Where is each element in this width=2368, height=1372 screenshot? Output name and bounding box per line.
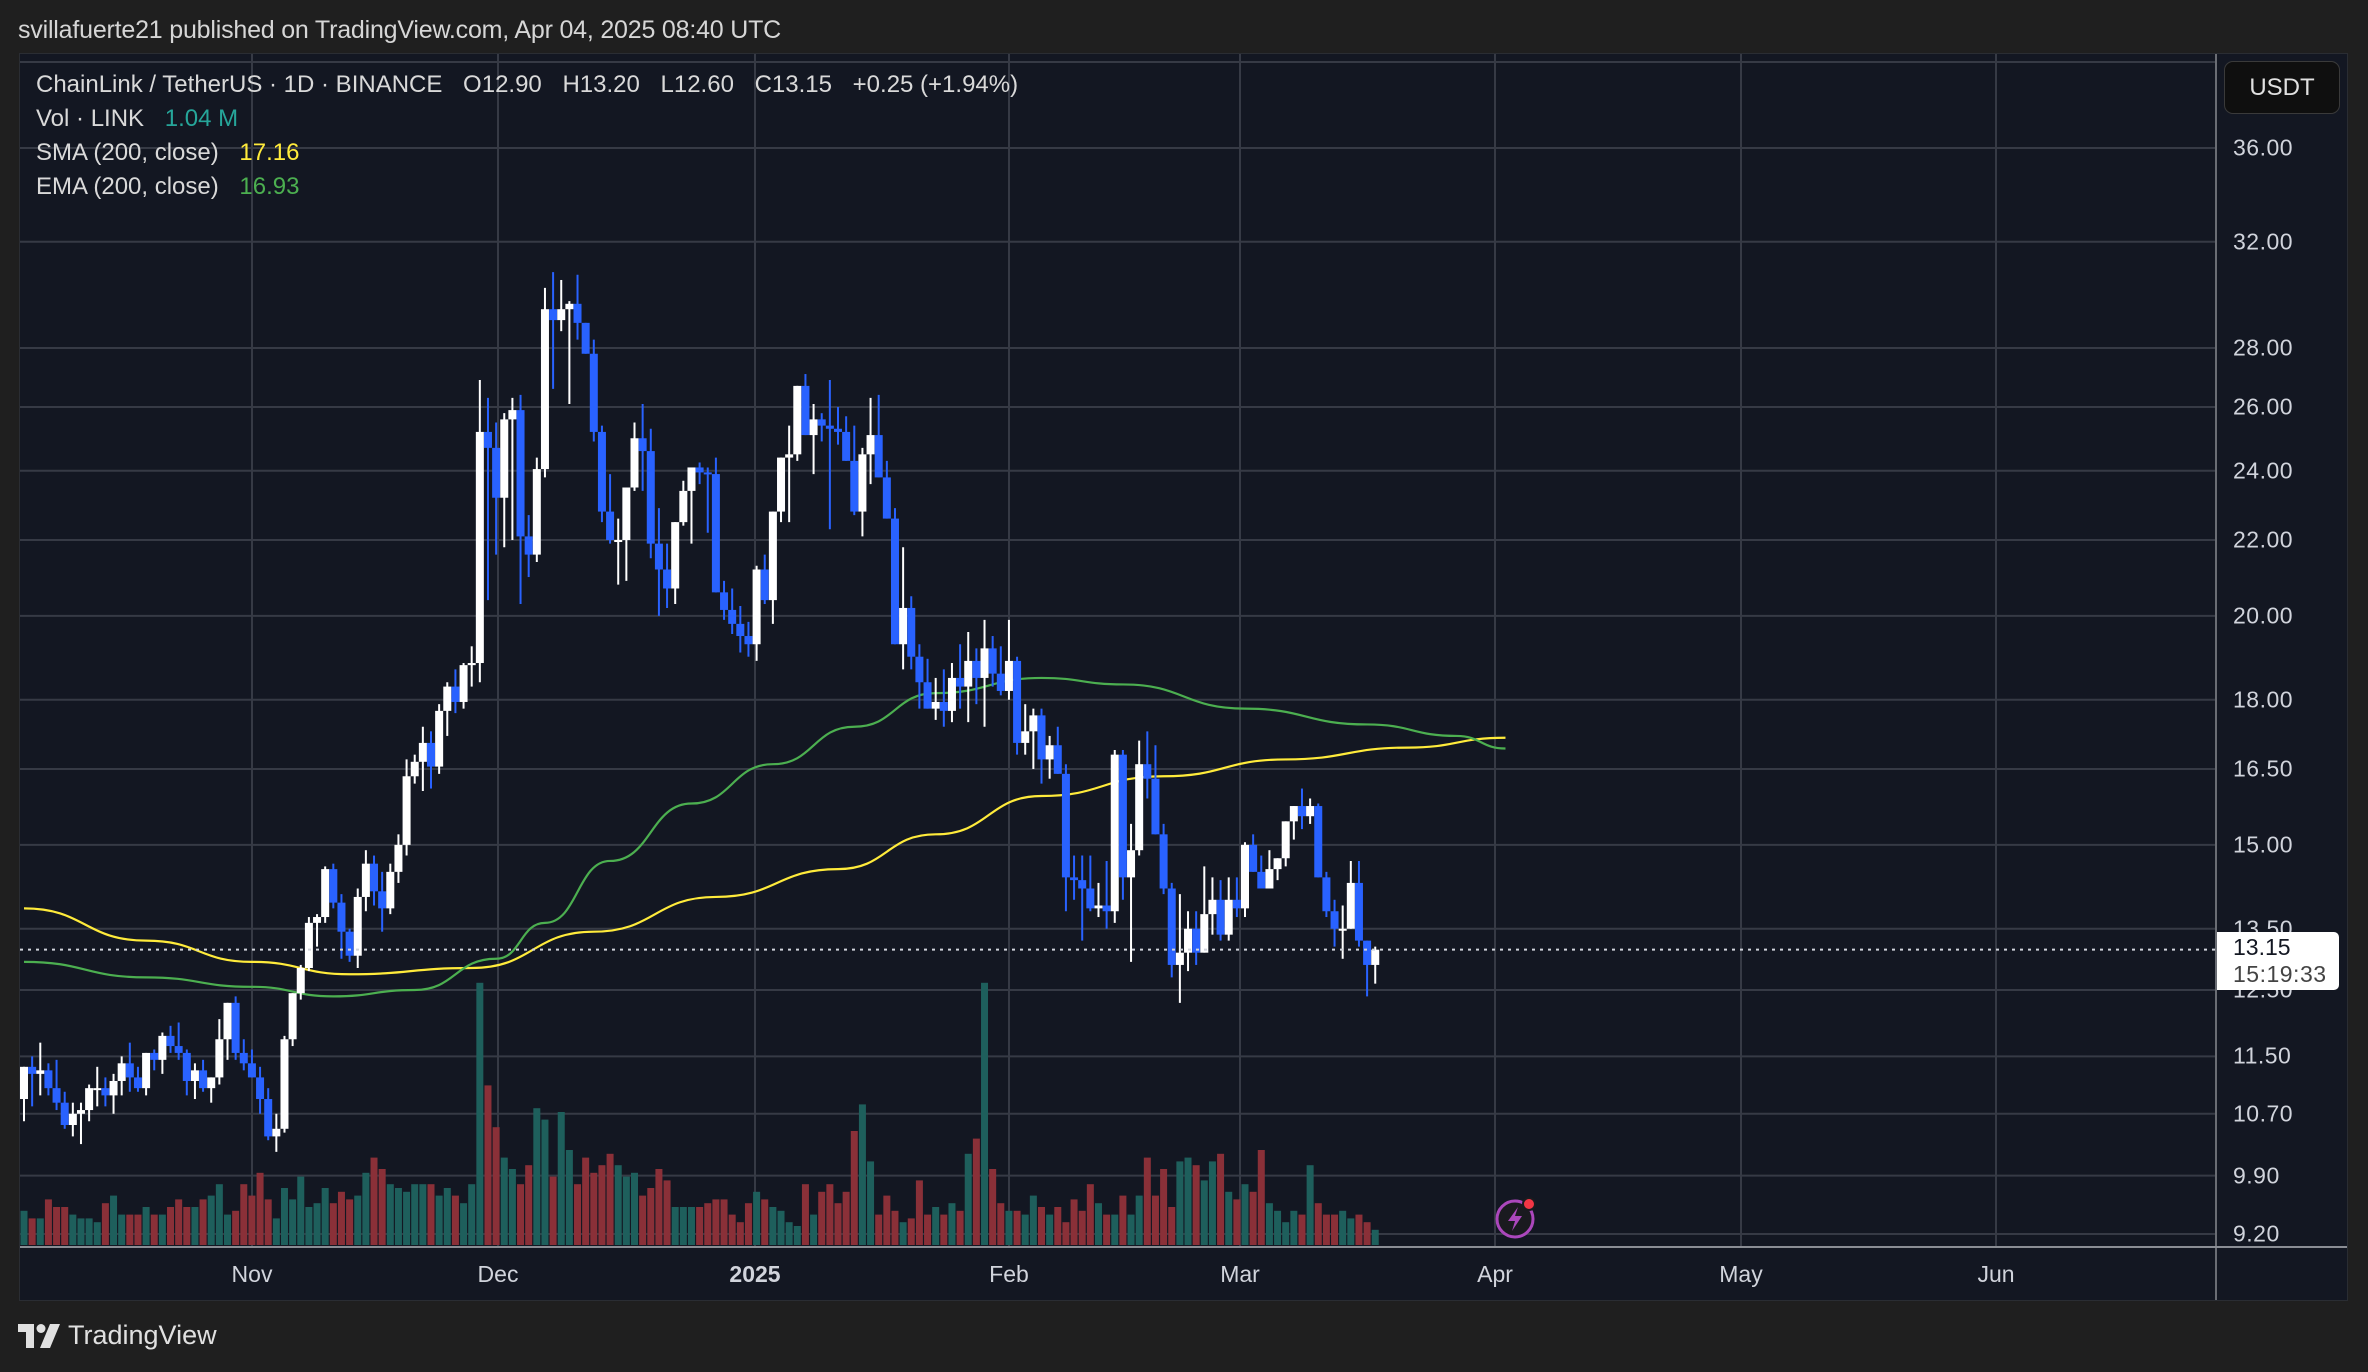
price-tick: 36.00 <box>2233 134 2294 161</box>
time-tick: Nov <box>231 1261 273 1287</box>
sma-row[interactable]: SMA (200, close) 17.16 <box>36 136 1018 170</box>
volume-row[interactable]: Vol · LINK 1.04 M <box>36 102 1018 136</box>
sma-label: SMA (200, close) <box>36 139 219 166</box>
last-price-value: 13.15 <box>2233 934 2291 960</box>
price-tick: 9.20 <box>2233 1220 2280 1247</box>
candles <box>20 272 1380 1152</box>
time-tick: Dec <box>477 1261 519 1287</box>
time-tick: Jun <box>1977 1261 2015 1287</box>
low-value: L12.60 <box>660 71 734 98</box>
price-tick: 20.00 <box>2233 602 2294 629</box>
currency-button[interactable]: USDT <box>2224 61 2340 114</box>
sma-value: 17.16 <box>239 139 300 166</box>
sma-line <box>23 736 1506 976</box>
ema-line <box>23 676 1506 998</box>
price-tick: 10.70 <box>2233 1100 2294 1127</box>
symbol-ohlc-row: ChainLink / TetherUS · 1D · BINANCE O12.… <box>36 68 1018 102</box>
ema-value: 16.93 <box>239 173 300 200</box>
chart-pane[interactable] <box>19 53 2348 1301</box>
price-tick: 24.00 <box>2233 457 2294 484</box>
volume-value: 1.04 M <box>164 105 239 132</box>
price-tick: 22.00 <box>2233 526 2294 553</box>
volume-bars <box>20 982 1379 1245</box>
open-value: O12.90 <box>463 71 542 98</box>
change-value: +0.25 (+1.94%) <box>852 71 1019 98</box>
symbol-title[interactable]: ChainLink / TetherUS · 1D · BINANCE <box>36 71 443 98</box>
time-tick: May <box>1719 1261 1763 1287</box>
tradingview-logo-icon <box>18 1323 60 1348</box>
chart-legend: ChainLink / TetherUS · 1D · BINANCE O12.… <box>36 68 1018 204</box>
tradingview-logo[interactable]: TradingView <box>18 1320 217 1351</box>
grid <box>20 54 2215 1246</box>
price-tick: 9.90 <box>2233 1162 2280 1189</box>
price-tick: 15.00 <box>2233 831 2294 858</box>
time-tick: Apr <box>1477 1261 1513 1287</box>
last-price-label: 13.15 15:19:33 <box>2217 932 2339 990</box>
price-tick: 11.50 <box>2233 1042 2292 1069</box>
high-value: H13.20 <box>562 71 640 98</box>
brand-name: TradingView <box>68 1320 217 1350</box>
price-tick: 16.50 <box>2233 755 2294 782</box>
publish-info: svillafuerte21 published on TradingView.… <box>18 16 782 44</box>
ema-row[interactable]: EMA (200, close) 16.93 <box>36 170 1018 204</box>
close-value: C13.15 <box>754 71 832 98</box>
lightning-event-icon[interactable] <box>1494 1194 1540 1240</box>
price-tick: 32.00 <box>2233 228 2294 255</box>
time-tick: Mar <box>1220 1261 1260 1287</box>
price-tick: 26.00 <box>2233 393 2294 420</box>
ema-label: EMA (200, close) <box>36 173 219 200</box>
price-tick: 28.00 <box>2233 334 2294 361</box>
bar-countdown: 15:19:33 <box>2233 961 2327 987</box>
volume-label: Vol · LINK <box>36 105 145 132</box>
time-tick: Feb <box>989 1261 1029 1287</box>
price-tick: 18.00 <box>2233 686 2294 713</box>
time-tick: 2025 <box>729 1261 781 1287</box>
